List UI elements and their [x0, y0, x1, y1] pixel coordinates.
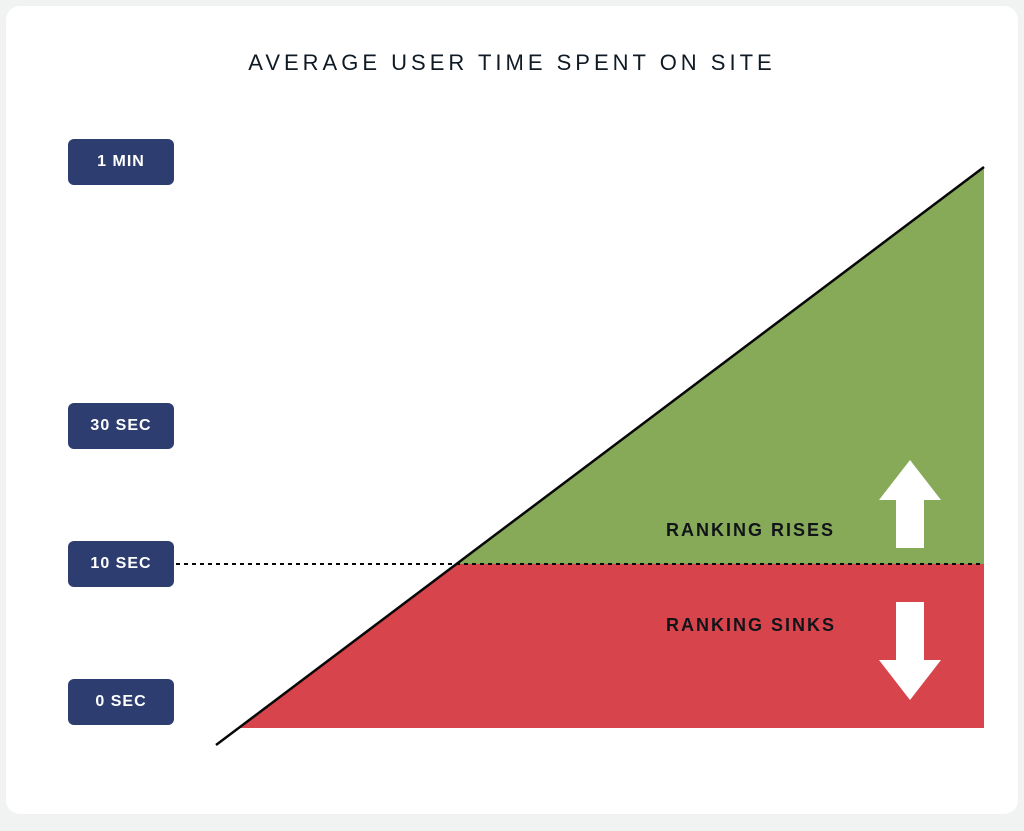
plot-area — [0, 0, 1024, 831]
stage: AVERAGE USER TIME SPENT ON SITE 1 MIN 30… — [0, 0, 1024, 831]
region-sinks — [239, 564, 984, 728]
label-ranking-sinks: RANKING SINKS — [666, 615, 836, 636]
label-ranking-rises: RANKING RISES — [666, 520, 835, 541]
